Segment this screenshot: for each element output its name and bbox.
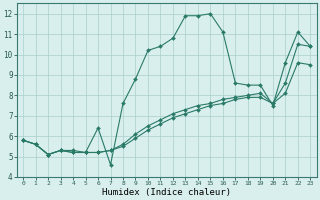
X-axis label: Humidex (Indice chaleur): Humidex (Indice chaleur): [102, 188, 231, 197]
